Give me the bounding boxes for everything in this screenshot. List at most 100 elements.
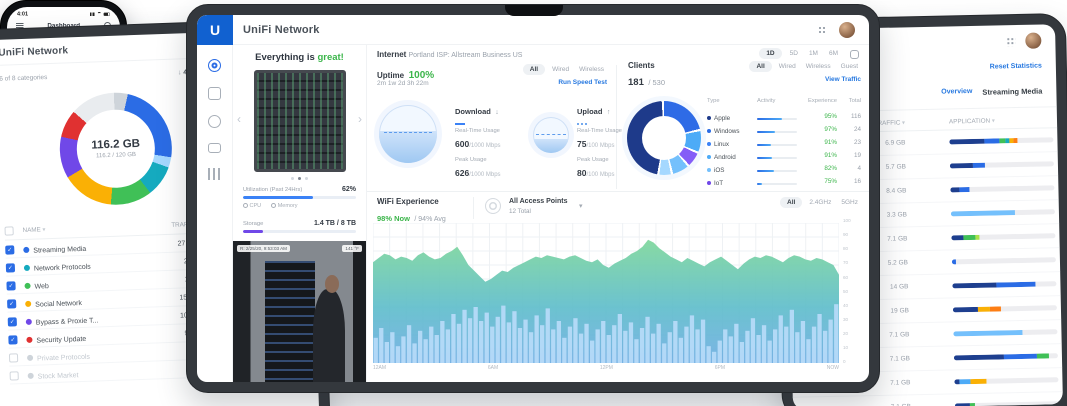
- x-tick-now: NOW: [826, 365, 839, 371]
- headline-prefix: Everything is: [255, 52, 315, 63]
- storage-label: Storage: [243, 221, 264, 227]
- apps-grid-icon[interactable]: [818, 26, 827, 35]
- client-total: 4: [857, 164, 861, 172]
- carousel-dot-0[interactable]: [291, 177, 294, 180]
- devices-icon[interactable]: [208, 115, 221, 128]
- utilization-value: 62%: [341, 186, 356, 193]
- clients-col-type: Type: [707, 98, 720, 104]
- calendar-icon[interactable]: [850, 50, 859, 59]
- run-speed-test-link[interactable]: Run Speed Test: [558, 79, 607, 86]
- wifi-filter-5ghz[interactable]: 5GHz: [841, 199, 858, 206]
- wifi-now: 98% Now: [377, 214, 410, 223]
- row-checkbox[interactable]: ✓: [7, 298, 17, 309]
- ap-selector-name[interactable]: All Access Points: [509, 198, 568, 205]
- clients-filter-wired[interactable]: Wired: [778, 63, 796, 70]
- wifi-filter-24ghz[interactable]: 2.4GHz: [809, 199, 832, 206]
- y-tick-60: 60: [843, 274, 849, 280]
- x-tick-12pm: 12PM: [599, 365, 613, 371]
- internet-filter-wireless[interactable]: Wireless: [579, 66, 604, 73]
- time-tab-1d[interactable]: 1D: [759, 48, 782, 59]
- row-checkbox[interactable]: ✓: [7, 316, 17, 327]
- app-traffic-bar: [951, 233, 1056, 241]
- time-tab-6m[interactable]: 6M: [828, 50, 838, 57]
- upload-rt-label: Real-Time Usage: [577, 128, 622, 134]
- row-checkbox[interactable]: ✓: [6, 280, 16, 291]
- reset-statistics-link[interactable]: Reset Statistics: [989, 62, 1042, 71]
- camera-pillar: [352, 241, 366, 382]
- avatar[interactable]: [839, 22, 855, 38]
- ports-icon[interactable]: [208, 87, 221, 100]
- clients-filter-guest[interactable]: Guest: [840, 63, 858, 70]
- column-application[interactable]: APPLICATION: [949, 116, 1059, 126]
- client-total: 19: [853, 151, 861, 159]
- rack-image: [253, 70, 346, 172]
- access-point-icon: [485, 198, 501, 214]
- clients-table-row[interactable]: IoT 75% 16: [707, 172, 863, 187]
- wifi-title: WiFi Experience: [377, 197, 439, 206]
- dashboard-icon[interactable]: [208, 59, 221, 72]
- statistics-icon[interactable]: [208, 168, 221, 180]
- uptime-label: Uptime: [377, 71, 405, 80]
- avatar[interactable]: [1025, 32, 1042, 49]
- view-traffic-link[interactable]: View Traffic: [824, 76, 861, 83]
- statistics-tabs: Overview Streaming Media: [941, 86, 1042, 97]
- memory-label: Memory: [271, 203, 298, 209]
- row-checkbox[interactable]: ✓: [5, 262, 16, 273]
- row-checkbox[interactable]: ✓: [8, 334, 18, 345]
- carousel-dot-1[interactable]: [298, 177, 301, 180]
- select-all-checkbox[interactable]: [4, 226, 14, 236]
- wifi-filter-tabs: All 2.4GHz 5GHz: [780, 197, 861, 208]
- client-type: Windows: [707, 120, 757, 138]
- carousel-next-button[interactable]: ›: [358, 112, 362, 126]
- app-traffic-bar: [953, 353, 1058, 361]
- client-type: IoT: [707, 172, 757, 190]
- row-checkbox[interactable]: [9, 370, 19, 381]
- row-checkbox[interactable]: [8, 352, 19, 363]
- clients-filter-all[interactable]: All: [749, 61, 772, 72]
- app-traffic-bar: [952, 281, 1057, 289]
- download-rt-label: Real-Time Usage: [455, 128, 500, 134]
- clients-table-row[interactable]: Windows 97% 24: [707, 120, 863, 135]
- unifi-logo: U: [197, 15, 233, 45]
- download-peak-label: Peak Usage: [455, 157, 487, 163]
- y-tick-10: 10: [843, 345, 849, 351]
- category-name: Stock Market: [27, 362, 146, 384]
- cpu-label: CPU: [243, 203, 261, 209]
- internet-filter-wired[interactable]: Wired: [552, 66, 570, 73]
- internet-filter-all[interactable]: All: [522, 64, 546, 75]
- column-name[interactable]: NAME: [23, 223, 141, 234]
- headline-highlight: great!: [317, 52, 344, 63]
- internet-title: Internet: [377, 50, 407, 59]
- clients-table-row[interactable]: Linux 91% 23: [707, 133, 863, 148]
- clients-table-row[interactable]: Apple 95% 116: [707, 107, 863, 122]
- client-experience: 91%: [824, 138, 837, 146]
- stats-tab-overview[interactable]: Overview: [941, 87, 973, 96]
- clients-table: Type Activity Experience Total Apple 95% 116 W…: [707, 95, 863, 187]
- carousel-prev-button[interactable]: ‹: [237, 112, 241, 126]
- y-tick-70: 70: [843, 260, 849, 266]
- wifi-experience-chart: [372, 222, 840, 364]
- client-total: 24: [853, 125, 861, 133]
- client-experience: 97%: [824, 125, 837, 133]
- clients-filter-wireless[interactable]: Wireless: [805, 63, 831, 70]
- upload-rt-unit: /100 Mbps: [586, 143, 615, 149]
- headline: Everything is great!: [233, 52, 366, 63]
- app-traffic-bar: [951, 257, 1056, 265]
- clients-table-row[interactable]: Android 91% 19: [707, 146, 863, 161]
- clients-icon[interactable]: [208, 143, 221, 153]
- y-tick-0: 0: [843, 359, 846, 365]
- wifi-filter-all[interactable]: All: [780, 197, 803, 208]
- download-arrow-icon: ↓: [495, 109, 499, 116]
- stats-tab-streaming-media[interactable]: Streaming Media: [982, 86, 1043, 97]
- time-tab-1m[interactable]: 1M: [808, 50, 818, 57]
- client-experience: 82%: [824, 164, 837, 172]
- clients-table-row[interactable]: iOS 82% 4: [707, 159, 863, 174]
- apps-grid-icon[interactable]: [1006, 37, 1016, 47]
- client-type: iOS: [707, 159, 757, 177]
- upload-arrow-icon: ↑: [606, 109, 611, 116]
- chevron-down-icon[interactable]: ▾: [579, 203, 583, 210]
- download-rt-unit: /1000 Mbps: [469, 143, 501, 149]
- time-tab-5d[interactable]: 5D: [789, 50, 798, 57]
- row-checkbox[interactable]: ✓: [5, 244, 15, 255]
- carousel-dot-2[interactable]: [305, 177, 308, 180]
